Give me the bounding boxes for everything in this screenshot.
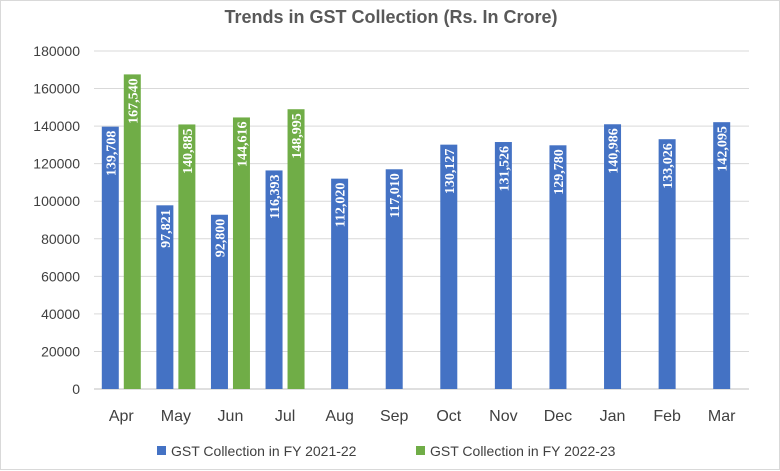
- x-tick-label: Sep: [380, 408, 409, 425]
- y-tick-label: 120000: [33, 156, 80, 172]
- bar: [178, 124, 196, 389]
- x-tick-label: Jun: [218, 408, 244, 425]
- bar-data-label: 116,393: [268, 174, 283, 219]
- x-tick-label: May: [161, 408, 191, 425]
- legend-label: GST Collection in FY 2021-22: [171, 443, 357, 459]
- bar: [210, 214, 228, 389]
- legend-swatch: [157, 446, 166, 455]
- x-tick-label: Jul: [275, 408, 295, 425]
- bar: [265, 170, 283, 389]
- y-tick-label: 180000: [33, 43, 80, 59]
- y-tick-label: 60000: [41, 268, 80, 284]
- gridlines: [94, 50, 749, 390]
- bar-data-label: 144,616: [235, 121, 250, 166]
- bar: [494, 142, 512, 389]
- y-tick-label: 40000: [41, 306, 80, 322]
- bar: [713, 122, 731, 389]
- bar-data-label: 130,127: [443, 149, 458, 195]
- y-axis: 0 20000 40000 60000 80000 100000 120000 140000 1…: [33, 43, 80, 397]
- bar: [232, 117, 250, 389]
- bar-data-label: 139,708: [104, 131, 119, 177]
- bar: [331, 178, 349, 389]
- legend-swatch: [416, 446, 425, 455]
- bar-data-label: 133,026: [661, 143, 676, 189]
- bar-data-label: 92,800: [213, 219, 228, 257]
- legend: GST Collection in FY 2021-22 GST Collecti…: [157, 443, 616, 459]
- bar: [156, 205, 174, 389]
- bar-data-label: 167,540: [126, 78, 141, 124]
- x-tick-label: Feb: [653, 408, 681, 425]
- x-tick-label: Aug: [325, 408, 353, 425]
- bar-data-label: 131,526: [497, 146, 512, 192]
- bar: [549, 145, 567, 389]
- bar: [287, 109, 305, 390]
- bar: [604, 124, 622, 390]
- bar: [385, 169, 403, 389]
- x-axis: Apr May Jun Jul Aug Sep Oct Nov Dec Jan Feb Mar: [109, 408, 736, 425]
- bar-data-label: 140,885: [181, 128, 196, 174]
- bar-data-label: 142,095: [716, 126, 731, 172]
- y-tick-label: 0: [72, 381, 80, 397]
- bar: [440, 144, 458, 389]
- x-tick-label: Apr: [109, 408, 135, 425]
- bar-data-label: 129,780: [552, 149, 567, 195]
- bar: [101, 126, 119, 389]
- y-tick-label: 100000: [33, 193, 80, 209]
- bar-data-label: 140,986: [607, 128, 622, 174]
- bar-data-label: 117,010: [388, 173, 403, 218]
- legend-label: GST Collection in FY 2022-23: [430, 443, 616, 459]
- bar: [123, 74, 141, 390]
- x-tick-label: Jan: [600, 408, 626, 425]
- bar-data-label: 148,995: [290, 113, 305, 158]
- y-tick-label: 140000: [33, 118, 80, 134]
- x-tick-label: Mar: [708, 408, 736, 425]
- x-tick-label: Oct: [436, 408, 461, 425]
- y-tick-label: 160000: [33, 81, 80, 97]
- y-tick-label: 20000: [41, 343, 80, 359]
- bars: 139,708 167,540 97,821 140,885 92,800 144,616…: [101, 74, 731, 390]
- chart-title: Trends in GST Collection (Rs. In Crore): [224, 7, 557, 27]
- y-tick-label: 80000: [41, 231, 80, 247]
- x-tick-label: Dec: [544, 408, 572, 425]
- x-tick-label: Nov: [489, 408, 517, 425]
- bar-data-label: 97,821: [159, 209, 174, 248]
- bar-data-label: 112,020: [334, 183, 349, 228]
- bar: [658, 139, 676, 389]
